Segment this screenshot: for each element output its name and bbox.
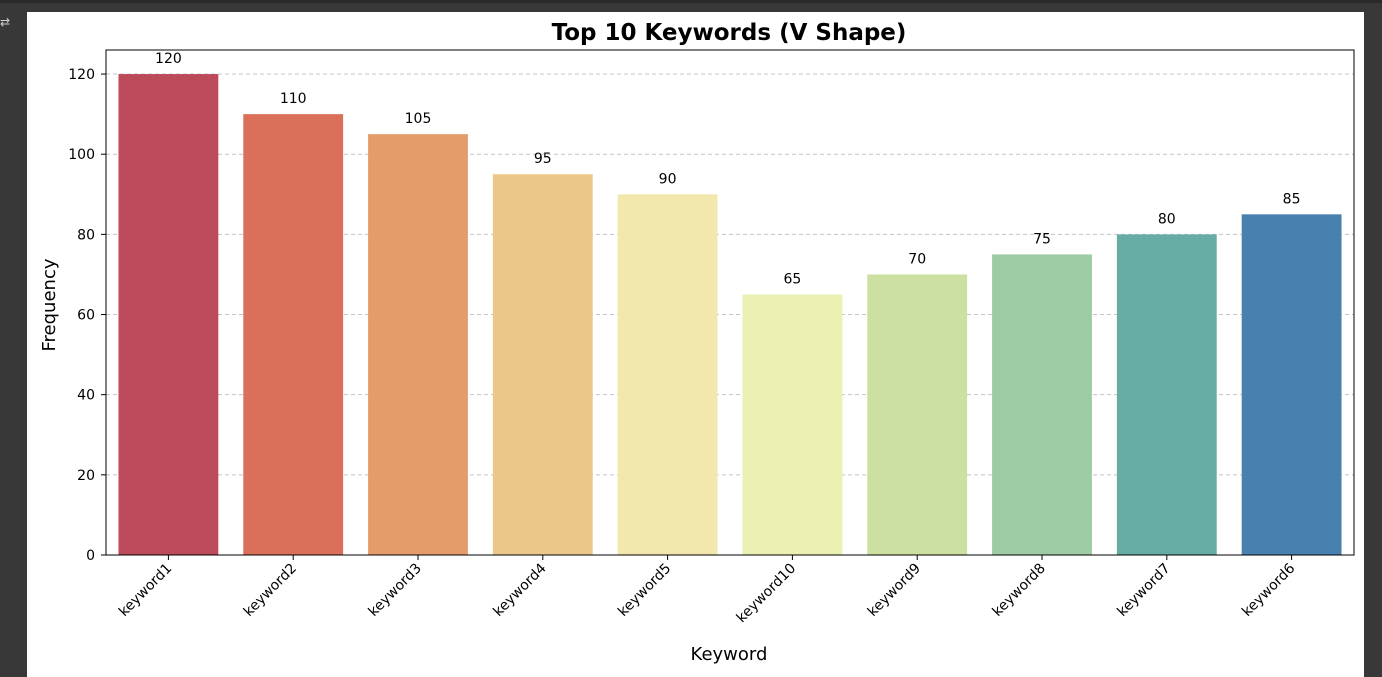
bar-keyword6 [1241,214,1342,556]
x-tick-label: keyword10 [734,561,800,627]
y-tick-label: 60 [77,308,95,324]
x-tick-label: keyword2 [241,561,300,620]
bar-value-label: 80 [1158,211,1176,227]
chart-title: Top 10 Keywords (V Shape) [552,20,907,46]
x-axis-label: Keyword [691,644,768,665]
top-bar [0,0,1382,3]
bar-value-label: 120 [155,51,182,67]
x-tick-label: keyword3 [366,561,425,620]
bar-value-labels: 120 110 105 95 90 65 70 75 80 85 [155,51,1300,287]
bar-keyword8 [992,254,1092,555]
x-tick-label: keyword4 [490,560,549,619]
x-tick-label: keyword7 [1114,561,1173,620]
x-axis-ticks: keyword1 keyword2 keyword3 keyword4 keyword5… [116,555,1298,627]
bar-keyword10 [742,294,843,555]
y-axis-label: Frequency [39,258,60,351]
bar-value-label: 105 [405,111,432,127]
bar-value-label: 95 [534,151,552,167]
bar-value-label: 70 [908,251,926,267]
bar-keyword5 [617,194,718,556]
bar-chart: Top 10 Keywords (V Shape) 120 110 105 95 90 6… [39,20,1355,665]
bar-value-label: 110 [280,91,307,107]
bar-keyword4 [492,174,593,555]
bars [118,74,1342,556]
bar-keyword1 [118,74,219,556]
output-toggle-icon[interactable]: ⇄ [0,15,11,29]
x-tick-label: keyword9 [865,561,924,620]
chart-output-frame: Top 10 Keywords (V Shape) 120 110 105 95 90 6… [27,12,1364,677]
x-tick-label: keyword1 [116,561,175,620]
bar-keyword9 [867,274,968,555]
plot-area-border [105,49,1355,556]
bar-value-label: 75 [1033,231,1051,247]
bar-value-label: 90 [659,171,677,187]
x-tick-label: keyword8 [990,561,1049,620]
y-tick-label: 40 [77,388,95,404]
y-tick-label: 100 [68,147,95,163]
y-tick-label: 0 [86,548,95,564]
y-tick-label: 20 [77,468,95,484]
y-tick-label: 120 [68,67,95,83]
y-axis-ticks: 0 20 40 60 80 100 120 [68,67,106,564]
y-tick-label: 80 [77,227,95,243]
bar-keyword2 [243,114,344,555]
x-tick-label: keyword6 [1239,560,1298,619]
bar-value-label: 85 [1283,191,1301,207]
bar-value-label: 65 [783,271,801,287]
x-tick-label: keyword5 [615,561,674,620]
bar-keyword3 [368,134,468,555]
bar-keyword7 [1116,234,1217,555]
